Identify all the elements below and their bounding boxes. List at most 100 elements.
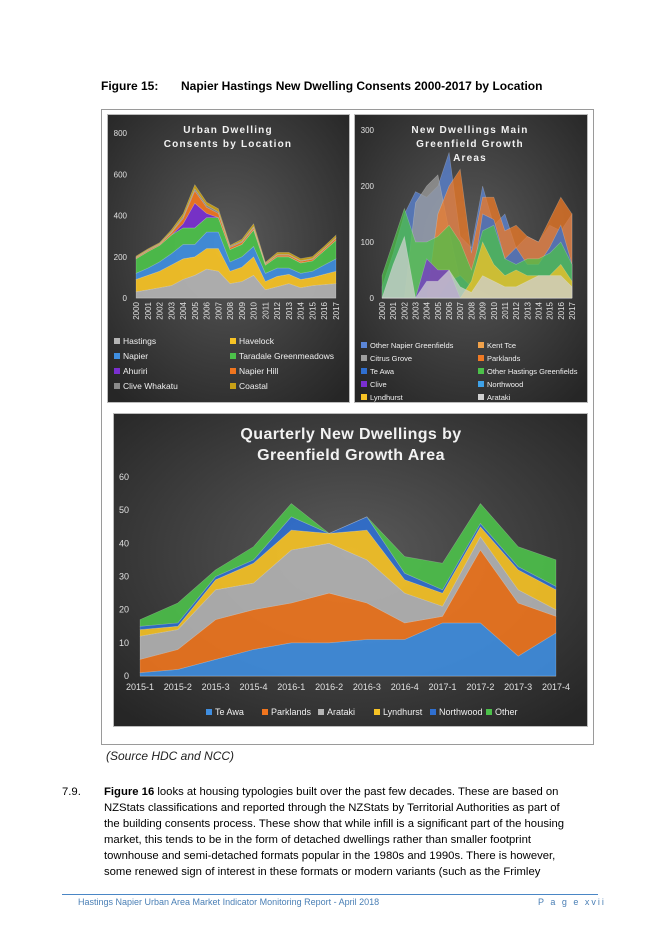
legend-label-napier-hill: Napier Hill — [239, 366, 278, 376]
x-tick-label: 2000 — [378, 301, 387, 319]
footer-page-number: P a g e xvii — [538, 897, 606, 907]
legend-label-lyndhurst: Lyndhurst — [370, 393, 404, 402]
legend-swatch-arataki — [318, 709, 324, 715]
legend-label-napier: Napier — [123, 351, 148, 361]
legend-swatch-te-awa — [206, 709, 212, 715]
legend-label-coastal: Coastal — [239, 381, 268, 391]
area-other — [139, 503, 557, 627]
legend-swatch-other-napier-greenfields — [361, 342, 367, 348]
x-tick-label: 2016-2 — [315, 682, 343, 692]
legend-label-parklands: Parklands — [487, 354, 521, 363]
figure-frame — [101, 109, 594, 745]
legend-label-te-awa: Te Awa — [370, 367, 395, 376]
legend-swatch-lyndhurst — [374, 709, 380, 715]
chart-title-line: Greenfield Growth Area — [257, 447, 445, 464]
y-tick-label: 300 — [361, 126, 375, 135]
x-tick-label: 2017-4 — [542, 682, 570, 692]
legend-swatch-clive-whakatu — [114, 383, 120, 389]
chart-panel-urban-consents: Urban Dwelling Consents by Location 0 200 40… — [107, 114, 350, 403]
chart-title-line: Consents by Location — [164, 139, 292, 150]
x-tick-label: 2002 — [400, 301, 409, 319]
x-tick-label: 2007 — [456, 301, 465, 319]
x-tick-label: 2014 — [297, 301, 306, 319]
legend-label-arataki: Arataki — [327, 707, 355, 717]
legend-label-other: Other — [495, 707, 518, 717]
x-tick-label: 2006 — [203, 301, 212, 319]
x-tick-label: 2001 — [144, 301, 153, 319]
legend-label-citrus-grove: Citrus Grove — [370, 354, 412, 363]
x-tick-label: 2011 — [501, 301, 510, 319]
chart-title-line: Urban Dwelling — [183, 125, 273, 136]
legend-swatch-napier — [114, 353, 120, 359]
x-tick-label: 2017-2 — [466, 682, 494, 692]
x-tick-label: 2005 — [191, 301, 200, 319]
y-tick-label: 400 — [114, 212, 128, 221]
x-tick-label: 2005 — [434, 301, 443, 319]
y-tick-label: 30 — [119, 572, 129, 582]
x-tick-label: 2017 — [332, 301, 341, 319]
x-tick-label: 2016-1 — [277, 682, 305, 692]
legend-swatch-other-hastings-greenfields — [478, 368, 484, 374]
legend-label-clive-whakatu: Clive Whakatu — [123, 381, 178, 391]
legend-swatch-parklands — [262, 709, 268, 715]
y-tick-label: 0 — [370, 294, 375, 303]
paragraph-line: some renewed sign of interest in these f… — [104, 866, 541, 878]
legend-swatch-other — [486, 709, 492, 715]
x-tick-label: 2007 — [214, 301, 223, 319]
x-tick-label: 2000 — [132, 301, 141, 319]
x-tick-label: 2004 — [423, 301, 432, 319]
x-tick-label: 2015-2 — [164, 682, 192, 692]
y-tick-label: 800 — [114, 129, 128, 138]
legend-swatch-kent-tce — [478, 342, 484, 348]
x-tick-label: 2017-1 — [429, 682, 457, 692]
x-tick-label: 2017-3 — [504, 682, 532, 692]
paragraph-line: townhouse and semi-detached formats popu… — [104, 850, 556, 862]
area-arataki — [381, 235, 573, 299]
legend-label-parklands: Parklands — [271, 707, 312, 717]
x-tick-label: 2002 — [156, 301, 165, 319]
chart-title-line: Areas — [453, 153, 487, 164]
chart-panel-greenfield-areas: New Dwellings Main Greenfield Growth Areas… — [354, 114, 588, 403]
y-tick-label: 100 — [361, 238, 375, 247]
x-tick-label: 2016-3 — [353, 682, 381, 692]
legend-label-taradale-greenmeadows: Taradale Greenmeadows — [239, 351, 334, 361]
legend-swatch-arataki — [478, 394, 484, 400]
x-tick-label: 2015 — [309, 301, 318, 319]
y-tick-label: 60 — [119, 472, 129, 482]
y-tick-label: 40 — [119, 538, 129, 548]
legend-swatch-te-awa — [361, 368, 367, 374]
x-tick-label: 2010 — [490, 301, 499, 319]
legend-label-other-napier-greenfields: Other Napier Greenfields — [370, 341, 454, 350]
chart-title-line: New Dwellings Main — [411, 125, 528, 136]
footer-rule — [62, 894, 598, 895]
figure-caption: Figure 15: Napier Hastings New Dwelling C… — [101, 79, 542, 93]
legend-swatch-northwood — [478, 381, 484, 387]
quarterly-chart: Quarterly New Dwellings by Greenfield Gro… — [114, 414, 587, 726]
legend-label-havelock: Havelock — [239, 336, 275, 346]
x-tick-label: 2013 — [523, 301, 532, 319]
x-tick-label: 2001 — [389, 301, 398, 319]
legend-label-kent-tce: Kent Tce — [487, 341, 516, 350]
y-tick-label: 20 — [119, 605, 129, 615]
chart-title-line: Quarterly New Dwellings by — [240, 426, 461, 443]
chart-title-line: Greenfield Growth — [416, 139, 524, 150]
x-tick-label: 2016-4 — [391, 682, 419, 692]
figure-title: Napier Hastings New Dwelling Consents 20… — [181, 79, 543, 93]
legend-label-arataki: Arataki — [487, 393, 511, 402]
x-tick-label: 2006 — [445, 301, 454, 319]
x-tick-label: 2012 — [273, 301, 282, 319]
x-tick-label: 2016 — [557, 301, 566, 319]
x-tick-label: 2011 — [261, 301, 270, 319]
figure-source: (Source HDC and NCC) — [106, 749, 235, 763]
legend-swatch-northwood — [430, 709, 436, 715]
paragraph-line: the building consents process. These sho… — [104, 818, 565, 830]
x-tick-label: 2016 — [320, 301, 329, 319]
paragraph-number: 7.9. — [62, 786, 81, 798]
x-tick-label: 2009 — [479, 301, 488, 319]
y-tick-label: 0 — [123, 294, 128, 303]
legend-swatch-ahuriri — [114, 368, 120, 374]
legend-label-northwood: Northwood — [439, 707, 483, 717]
legend-label-lyndhurst: Lyndhurst — [383, 707, 423, 717]
x-tick-label: 2010 — [250, 301, 259, 319]
legend-label-other-hastings-greenfields: Other Hastings Greenfields — [487, 367, 578, 376]
